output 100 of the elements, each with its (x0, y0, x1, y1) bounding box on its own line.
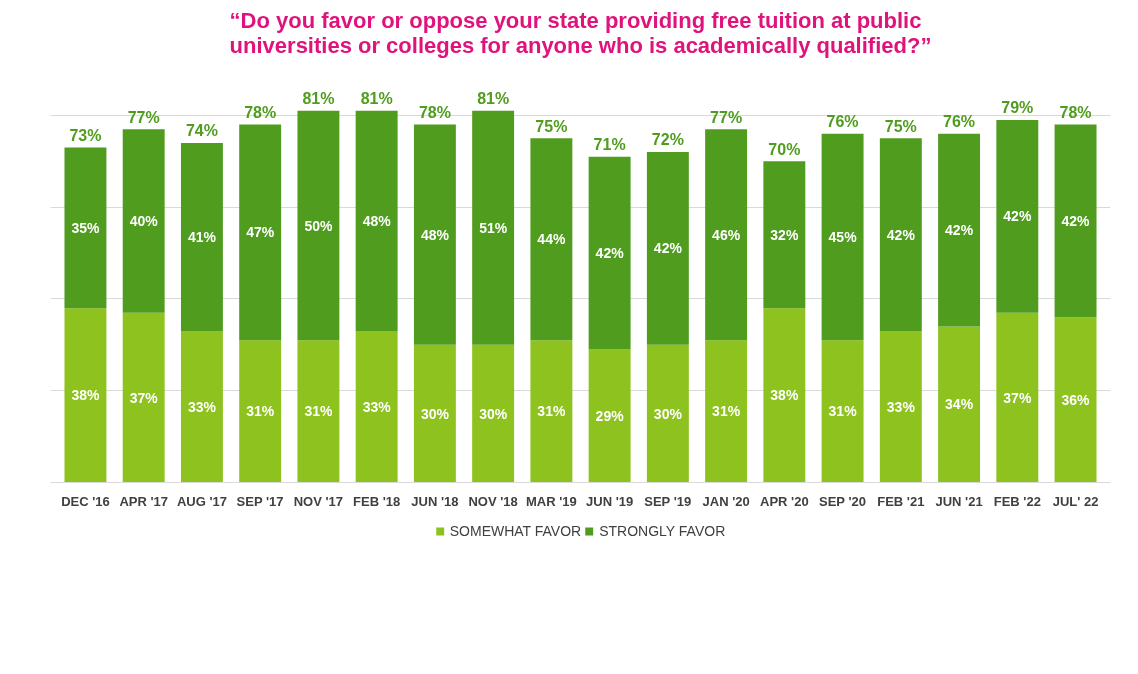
x-tick-label: AUG '17 (176, 493, 227, 509)
bar (821, 340, 864, 483)
total-label: 72% (651, 131, 684, 149)
bar (879, 138, 922, 332)
bar (239, 124, 282, 341)
bar (705, 340, 748, 483)
x-tick-label: JAN '20 (702, 493, 750, 509)
x-tick-label: FEB '21 (877, 493, 925, 509)
bar (938, 326, 981, 483)
bar (938, 133, 981, 327)
data-label: 38% (71, 387, 101, 404)
bar (646, 344, 689, 483)
bar (472, 110, 515, 345)
x-tick-label: SEP '17 (236, 493, 284, 509)
x-tick-label: JUL' 22 (1052, 493, 1099, 509)
bar (64, 308, 107, 483)
x-tick-label: NOV '17 (293, 493, 344, 509)
bar (996, 312, 1039, 483)
total-label: 81% (360, 90, 393, 108)
total-label: 77% (127, 108, 160, 126)
x-tick-label: SEP '19 (644, 493, 692, 509)
bar (413, 344, 456, 483)
bar (705, 129, 748, 341)
x-tick-label: MAR '19 (525, 493, 577, 509)
bar (588, 156, 631, 350)
total-label: 77% (710, 108, 743, 126)
bar (472, 344, 515, 483)
legend-label: STRONGLY FAVOR (599, 523, 726, 539)
data-label: 41% (187, 229, 217, 246)
data-label: 38% (770, 387, 799, 404)
data-label: 31% (537, 403, 566, 420)
total-label: 81% (477, 90, 510, 108)
data-label: 50% (304, 217, 333, 234)
data-label: 35% (71, 219, 101, 236)
x-tick-label: JUN '21 (935, 493, 983, 509)
legend-label: SOMEWHAT FAVOR (449, 523, 582, 539)
x-tick-label: APR '17 (119, 493, 169, 509)
total-label: 75% (535, 117, 568, 135)
bar (763, 161, 806, 309)
bar (821, 133, 864, 341)
total-label: 71% (593, 136, 626, 154)
data-label: 31% (712, 403, 741, 420)
bar (122, 129, 165, 313)
data-label: 30% (420, 405, 450, 422)
data-label: 40% (129, 212, 159, 229)
data-label: 45% (828, 229, 858, 246)
bar (1054, 124, 1097, 318)
bar (180, 331, 223, 483)
data-label: 33% (886, 398, 916, 415)
bar (996, 120, 1039, 313)
total-label: 70% (768, 140, 801, 158)
data-label: 33% (187, 398, 217, 415)
data-label: 44% (537, 231, 566, 248)
x-tick-label: FEB '22 (993, 493, 1041, 509)
data-label: 47% (246, 224, 275, 241)
bar (530, 340, 573, 483)
bar (763, 308, 806, 483)
x-tick-label: JUN '18 (411, 493, 459, 509)
data-label: 32% (770, 226, 799, 243)
bar (355, 331, 398, 483)
data-label: 42% (595, 245, 625, 262)
total-label: 78% (418, 103, 451, 121)
data-label: 42% (886, 226, 916, 243)
total-label: 76% (826, 113, 859, 131)
bar (530, 138, 573, 341)
total-label: 79% (1001, 99, 1034, 117)
data-label: 37% (1003, 389, 1032, 406)
data-label: 30% (653, 405, 683, 422)
data-label: 34% (945, 396, 974, 413)
data-label: 42% (653, 240, 683, 257)
data-label: 30% (479, 405, 508, 422)
bar (646, 152, 689, 345)
total-label: 76% (943, 113, 976, 131)
bar (1054, 317, 1097, 483)
data-label: 33% (362, 398, 392, 415)
data-label: 42% (1061, 212, 1091, 229)
x-tick-label: DEC '16 (61, 493, 110, 509)
x-tick-label: JUN '19 (586, 493, 634, 509)
data-label: 31% (828, 403, 858, 420)
data-label: 46% (712, 226, 741, 243)
data-label: 51% (479, 219, 508, 236)
bar (64, 147, 107, 309)
bar (297, 340, 340, 483)
total-label: 73% (69, 126, 102, 144)
bar (879, 331, 922, 483)
data-label: 29% (595, 407, 625, 424)
total-label: 78% (1059, 103, 1092, 121)
bar (239, 340, 282, 483)
data-label: 42% (1003, 208, 1032, 225)
total-label: 74% (185, 122, 218, 140)
bar (588, 349, 631, 483)
data-label: 42% (945, 222, 974, 239)
x-tick-label: NOV '18 (468, 493, 518, 509)
data-label: 31% (246, 403, 275, 420)
x-tick-label: APR '20 (760, 493, 809, 509)
data-label: 31% (304, 403, 333, 420)
data-label: 36% (1061, 391, 1091, 408)
total-label: 78% (244, 103, 277, 121)
bar (122, 312, 165, 483)
total-label: 75% (884, 117, 917, 135)
